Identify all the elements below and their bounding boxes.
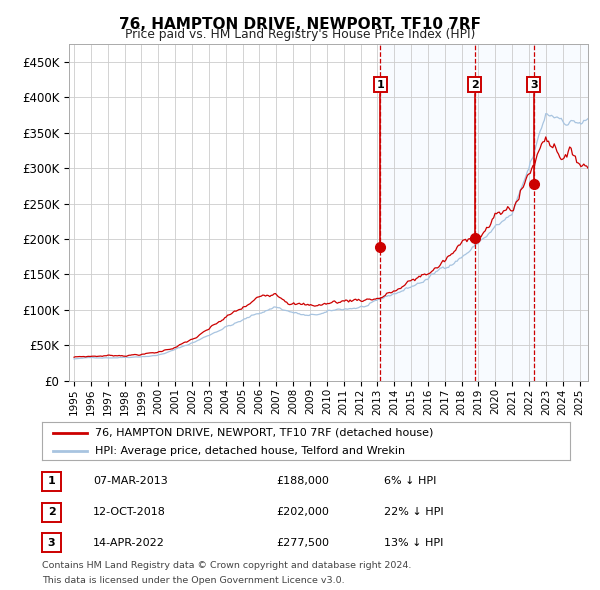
Text: 6% ↓ HPI: 6% ↓ HPI [384,477,436,486]
Text: 76, HAMPTON DRIVE, NEWPORT, TF10 7RF: 76, HAMPTON DRIVE, NEWPORT, TF10 7RF [119,17,481,31]
Text: 14-APR-2022: 14-APR-2022 [93,538,165,548]
Text: £277,500: £277,500 [276,538,329,548]
Text: 12-OCT-2018: 12-OCT-2018 [93,507,166,517]
Text: £202,000: £202,000 [276,507,329,517]
Text: Contains HM Land Registry data © Crown copyright and database right 2024.: Contains HM Land Registry data © Crown c… [42,561,412,570]
Text: 76, HAMPTON DRIVE, NEWPORT, TF10 7RF (detached house): 76, HAMPTON DRIVE, NEWPORT, TF10 7RF (de… [95,428,433,438]
Text: £188,000: £188,000 [276,477,329,486]
Text: 2: 2 [48,507,55,517]
Text: 2: 2 [471,80,479,90]
Text: 1: 1 [377,80,384,90]
Text: HPI: Average price, detached house, Telford and Wrekin: HPI: Average price, detached house, Telf… [95,445,405,455]
Text: 13% ↓ HPI: 13% ↓ HPI [384,538,443,548]
Text: 07-MAR-2013: 07-MAR-2013 [93,477,168,486]
Text: 3: 3 [530,80,538,90]
Text: 3: 3 [48,538,55,548]
Text: This data is licensed under the Open Government Licence v3.0.: This data is licensed under the Open Gov… [42,576,344,585]
Text: 1: 1 [48,477,55,486]
Text: 22% ↓ HPI: 22% ↓ HPI [384,507,443,517]
Text: Price paid vs. HM Land Registry's House Price Index (HPI): Price paid vs. HM Land Registry's House … [125,28,475,41]
Bar [380,44,588,381]
